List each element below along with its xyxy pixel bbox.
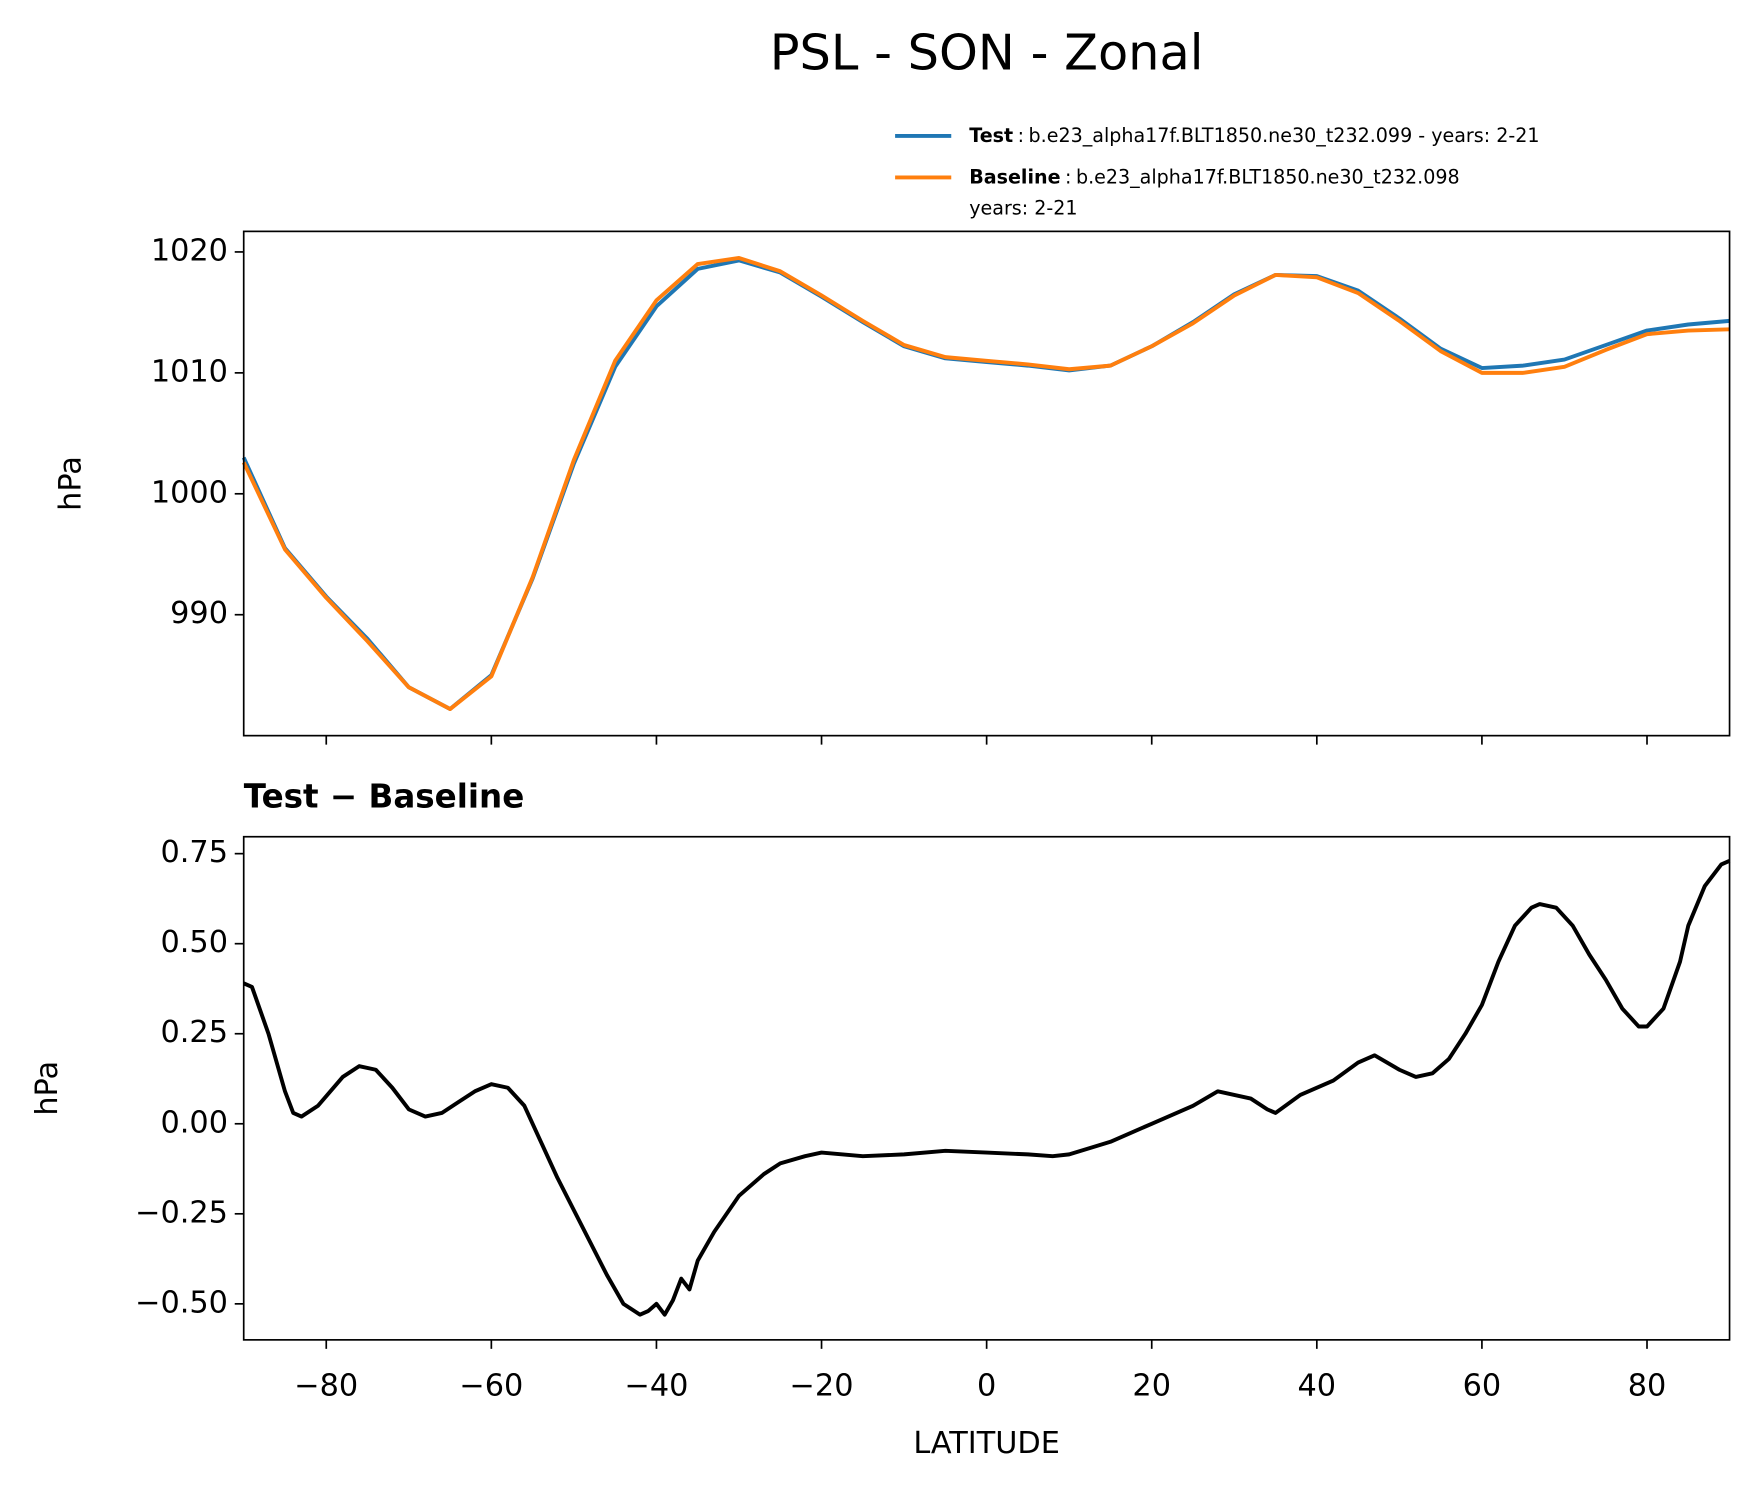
x-tick-label: −60	[459, 1369, 523, 1404]
x-tick-label: −40	[624, 1369, 688, 1404]
y-tick-label: 0.00	[160, 1105, 228, 1140]
y-axis-label: hPa	[30, 1061, 65, 1116]
data-line	[242, 859, 1731, 1317]
y-tick-label: 0.75	[160, 835, 228, 870]
data-line	[241, 258, 1730, 712]
y-tick-label: 0.25	[160, 1015, 228, 1050]
x-axis-label: LATITUDE	[913, 1426, 1060, 1461]
legend-label: Test: b.e23_alpha17f.BLT1850.ne30_t232.09…	[969, 123, 1539, 146]
legend-text: b.e23_alpha17f.BLT1850.ne30_t232.098	[1076, 165, 1460, 188]
legend-name: Baseline	[969, 165, 1060, 188]
chart-title: PSL - SON - Zonal	[770, 24, 1204, 82]
legend-name: Test	[969, 123, 1013, 146]
x-tick-label: −80	[294, 1369, 358, 1404]
plot-frame	[242, 230, 1731, 737]
legend-separator: :	[1065, 165, 1071, 188]
x-tick-label: 20	[1132, 1369, 1171, 1404]
x-tick-label: −20	[790, 1369, 854, 1404]
data-line	[241, 256, 1730, 712]
y-tick-label: −0.50	[135, 1285, 228, 1320]
legend-text: years: 2-21	[969, 196, 1077, 219]
y-tick-label: −0.25	[135, 1195, 228, 1230]
y-tick-label: 0.50	[160, 925, 228, 960]
y-tick-label: 1020	[151, 233, 228, 268]
x-tick-label: 80	[1628, 1369, 1667, 1404]
y-tick-label: 1010	[151, 354, 228, 389]
x-tick-label: 40	[1298, 1369, 1337, 1404]
legend-separator: :	[1018, 123, 1024, 146]
legend-text: b.e23_alpha17f.BLT1850.ne30_t232.099 - y…	[1029, 123, 1540, 146]
x-tick-label: 0	[977, 1369, 996, 1404]
panel-title: Test − Baseline	[244, 778, 525, 816]
x-tick-label: 60	[1463, 1369, 1502, 1404]
y-tick-label: 990	[170, 596, 228, 631]
plot-frame	[242, 835, 1731, 1341]
y-tick-label: 1000	[151, 475, 228, 510]
y-axis-label: hPa	[53, 456, 88, 511]
legend-label: Baseline: b.e23_alpha17f.BLT1850.ne30_t23…	[969, 165, 1459, 188]
